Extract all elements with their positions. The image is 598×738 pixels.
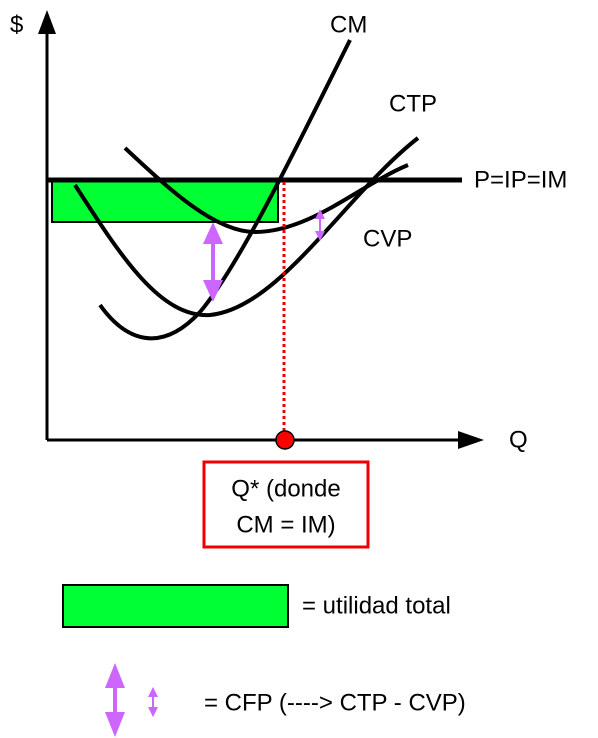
cvp-label: CVP: [363, 225, 412, 252]
small-arrow: [315, 209, 325, 241]
y-label: $: [10, 11, 23, 38]
cm-label: CM: [330, 11, 367, 38]
q-star-point: [275, 430, 295, 450]
price-label: P=IP=IM: [474, 166, 567, 193]
legend-small-arrow: [148, 687, 158, 717]
cvp-curve: [123, 146, 409, 235]
legend-profit-text: = utilidad total: [302, 592, 451, 619]
y-arrow: [38, 10, 56, 34]
x-label: Q: [509, 426, 528, 453]
q-star-text: Q* (donde: [231, 475, 340, 502]
q-star-box: [202, 460, 370, 549]
ctp-curve: [73, 136, 420, 318]
legend-big-arrow: [105, 663, 125, 737]
ctp-label: CTP: [389, 90, 437, 117]
legend-profit-swatch: [62, 584, 289, 628]
big-arrow: [203, 222, 223, 302]
profit-area: [51, 179, 279, 223]
legend-cfp-text: = CFP (----> CTP - CVP): [204, 689, 466, 716]
x-arrow: [458, 431, 484, 449]
q-star-text: CM = IM): [236, 511, 335, 538]
